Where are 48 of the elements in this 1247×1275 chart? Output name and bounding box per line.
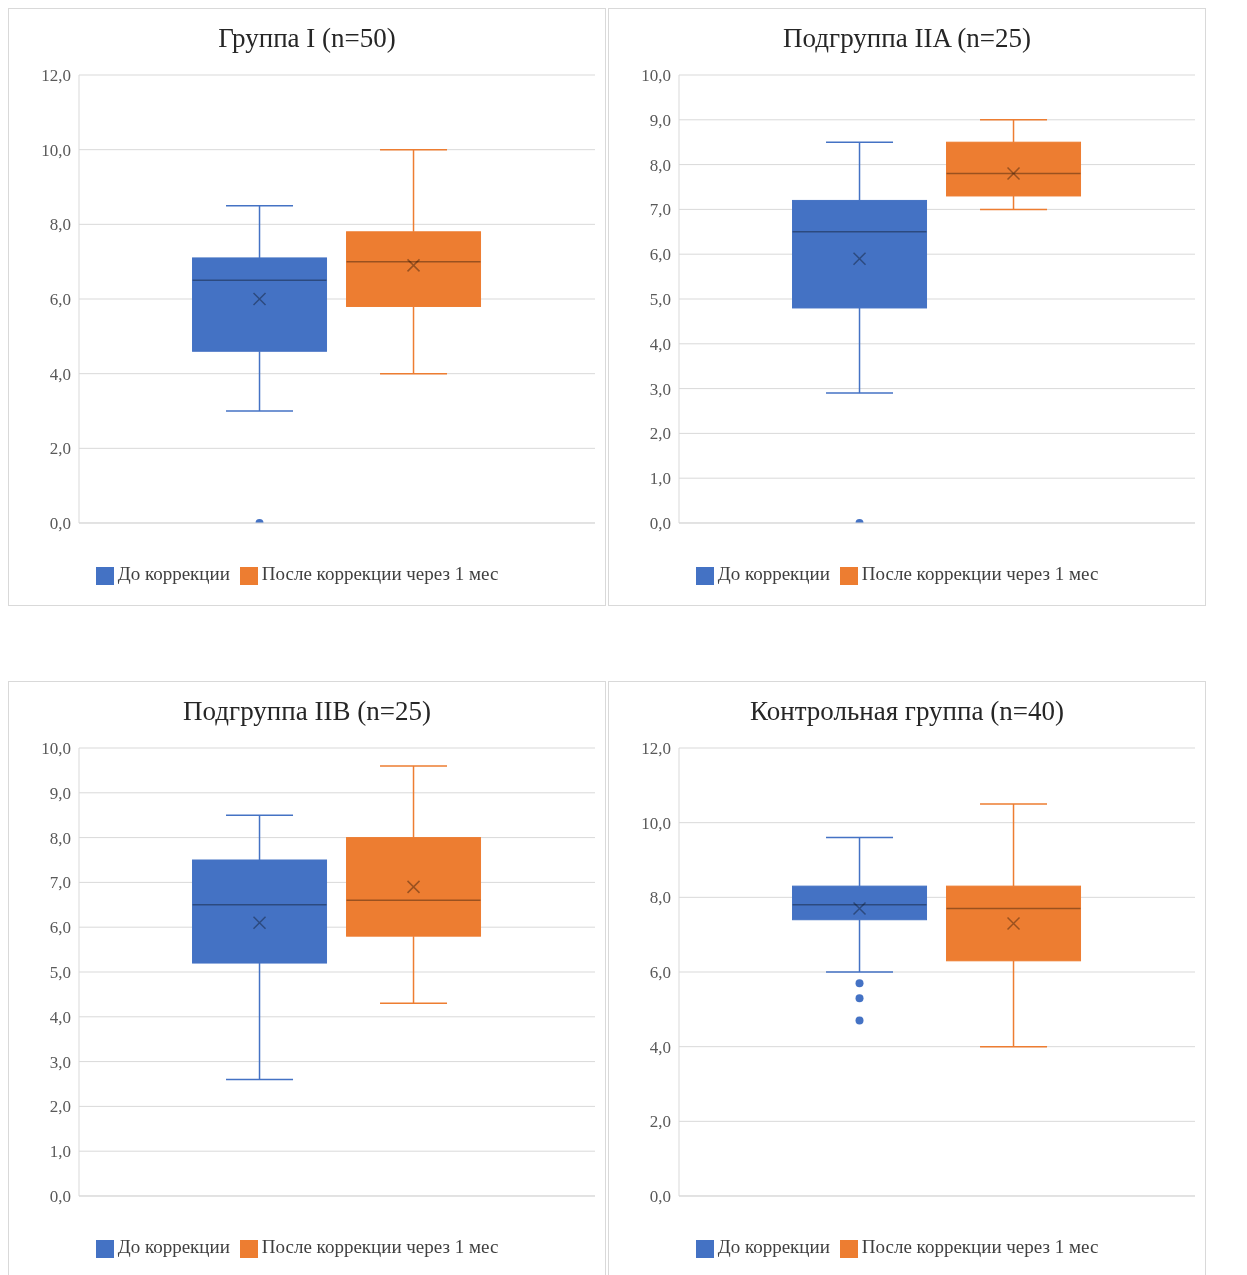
y-tick-label: 4,0 (49, 1007, 71, 1027)
y-tick-label: 12,0 (41, 66, 71, 86)
y-tick-label: 10,0 (641, 813, 671, 833)
y-tick-label: 6,0 (49, 290, 71, 310)
chart-title: Подгруппа IIB (n=25) (182, 696, 432, 728)
legend-label: После коррекции через 1 мес (861, 563, 1099, 584)
y-tick-label: 9,0 (649, 110, 671, 130)
y-tick-label: 10,0 (41, 739, 71, 759)
y-tick-label: 1,0 (49, 1142, 71, 1162)
y-tick-label: 5,0 (49, 963, 71, 983)
y-tick-label: 0,0 (49, 1187, 71, 1207)
y-tick-label: 3,0 (649, 379, 671, 399)
y-tick-label: 8,0 (649, 888, 671, 908)
y-tick-label: 2,0 (649, 1112, 671, 1132)
y-tick-label: 6,0 (649, 963, 671, 983)
legend-label: До коррекции (717, 1236, 830, 1257)
y-tick-label: 12,0 (641, 739, 671, 759)
legend-label: До коррекции (117, 563, 230, 584)
y-tick-label: 8,0 (49, 215, 71, 235)
y-tick-label: 6,0 (649, 245, 671, 265)
y-tick-label: 10,0 (641, 66, 671, 86)
legend-label: До коррекции (117, 1236, 230, 1257)
y-tick-label: 8,0 (49, 828, 71, 848)
legend-label: После коррекции через 1 мес (261, 1236, 499, 1257)
y-tick-label: 4,0 (649, 334, 671, 354)
y-tick-label: 7,0 (49, 873, 71, 893)
y-tick-label: 1,0 (649, 469, 671, 489)
y-tick-label: 5,0 (649, 290, 671, 310)
y-tick-label: 4,0 (649, 1037, 671, 1057)
y-tick-label: 3,0 (49, 1052, 71, 1072)
y-tick-label: 8,0 (649, 155, 671, 175)
legend-label: После коррекции через 1 мес (261, 563, 499, 584)
chart-title: Группа I (n=50) (217, 23, 397, 55)
y-tick-label: 4,0 (49, 364, 71, 384)
y-tick-label: 6,0 (49, 918, 71, 938)
legend-label: До коррекции (717, 563, 830, 584)
y-tick-label: 0,0 (649, 514, 671, 534)
y-tick-label: 2,0 (49, 1097, 71, 1117)
chart-title: Контрольная группа (n=40) (749, 696, 1065, 728)
y-tick-label: 2,0 (649, 424, 671, 444)
y-tick-label: 7,0 (649, 200, 671, 220)
y-tick-label: 9,0 (49, 783, 71, 803)
y-tick-label: 2,0 (49, 439, 71, 459)
y-tick-label: 0,0 (49, 514, 71, 534)
y-tick-label: 10,0 (41, 140, 71, 160)
legend-label: После коррекции через 1 мес (861, 1236, 1099, 1257)
chart-title: Подгруппа IIA (n=25) (782, 23, 1032, 55)
y-tick-label: 0,0 (649, 1187, 671, 1207)
